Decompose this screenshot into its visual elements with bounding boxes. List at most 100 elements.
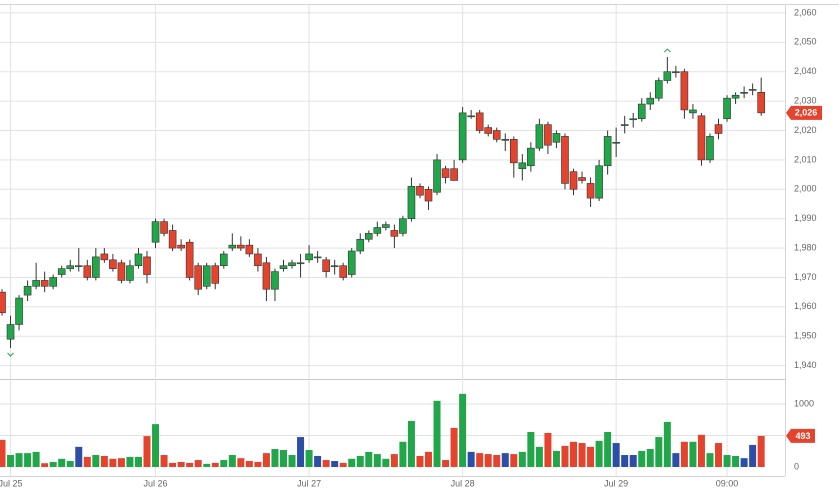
y-tick-label: 1,950 xyxy=(794,331,817,341)
volume-bar xyxy=(655,437,663,467)
volume-bar xyxy=(92,455,100,467)
y-tick-label: 1,990 xyxy=(794,213,817,223)
volume-bar xyxy=(211,462,219,467)
candle-body xyxy=(151,221,160,243)
candle-body xyxy=(373,227,382,234)
candle-body xyxy=(518,162,527,170)
x-tick-label: Jul 26 xyxy=(144,478,168,488)
candle-body xyxy=(424,188,433,202)
candle-body xyxy=(544,124,552,146)
volume-bar xyxy=(100,455,108,467)
candle-body xyxy=(535,124,544,149)
candle-body xyxy=(603,136,612,167)
y-tick-label: 2,050 xyxy=(794,37,817,47)
candle-body xyxy=(15,297,23,325)
candle-body xyxy=(527,147,535,167)
candle-body xyxy=(288,262,296,267)
volume-bar xyxy=(237,458,245,467)
volume-bar xyxy=(177,461,185,467)
volume-bar xyxy=(501,453,509,467)
candle-body xyxy=(339,265,348,278)
candle-body xyxy=(382,224,390,228)
volume-bar xyxy=(450,427,458,467)
volume-bar xyxy=(373,454,381,467)
x-tick-label: Jul 25 xyxy=(0,478,23,488)
candle-body xyxy=(49,277,57,287)
volume-bar xyxy=(527,432,535,467)
candle-body xyxy=(330,265,339,268)
y-tick-label: 2,000 xyxy=(794,184,817,194)
volume-bar xyxy=(570,441,578,467)
candle-body xyxy=(40,280,49,287)
volume-bar xyxy=(587,446,595,467)
candle-body xyxy=(23,285,32,296)
candle-body xyxy=(612,141,620,144)
y-tick-label: 2,010 xyxy=(794,154,817,164)
candle-body xyxy=(177,244,185,249)
candle-body xyxy=(475,112,484,131)
x-tick-label: Jul 28 xyxy=(451,478,475,488)
candle-body xyxy=(492,130,501,140)
y-tick-label: 2,060 xyxy=(794,7,817,17)
candle-body xyxy=(407,186,416,219)
volume-bar xyxy=(279,449,287,467)
candle-body xyxy=(723,97,731,120)
volume-bar xyxy=(715,443,723,467)
candle-body xyxy=(92,256,100,278)
volume-bar xyxy=(749,444,757,467)
volume-bar xyxy=(484,454,492,467)
volume-bar xyxy=(254,461,262,467)
y-tick-label: 1,940 xyxy=(794,360,817,370)
candle-body xyxy=(629,118,638,121)
candle-body xyxy=(680,71,689,111)
volume-bar xyxy=(595,440,603,467)
candle-body xyxy=(109,259,117,269)
candle-body xyxy=(697,115,706,161)
volume-bar xyxy=(561,445,569,467)
volume-bar xyxy=(442,460,450,467)
y-tick-label: 1,970 xyxy=(794,272,817,282)
volume-bar xyxy=(706,453,714,467)
candle-body xyxy=(748,89,757,91)
volume-bar xyxy=(134,456,142,467)
volume-bar xyxy=(646,449,654,467)
x-tick-label: 09:00 xyxy=(716,478,739,488)
volume-bar xyxy=(365,451,373,467)
volume-bar xyxy=(621,455,629,467)
candle-body xyxy=(305,253,313,261)
volume-bar xyxy=(245,461,253,467)
price-badge xyxy=(786,105,822,120)
candle-body xyxy=(586,183,595,199)
volume-bar xyxy=(544,432,552,467)
candle-body xyxy=(714,124,723,134)
volume-bar xyxy=(314,455,322,467)
volume-bar xyxy=(578,443,586,467)
volume-bar xyxy=(382,458,390,467)
volume-bar xyxy=(305,449,313,467)
candle-body xyxy=(364,233,373,240)
volume-bar xyxy=(0,439,6,467)
candle-body xyxy=(117,262,126,281)
candle-body xyxy=(663,71,672,81)
volume-bar xyxy=(467,451,475,467)
volume-bar xyxy=(604,432,612,467)
candle-body xyxy=(356,238,365,252)
volume-tick-label: 1000 xyxy=(794,398,814,408)
candle-body xyxy=(561,136,569,184)
candle-body xyxy=(689,109,697,114)
candle-body xyxy=(390,230,399,237)
candle-body xyxy=(202,265,211,287)
volume-bar xyxy=(740,458,748,467)
volume-bar xyxy=(425,451,432,467)
x-tick-label: Jul 27 xyxy=(297,478,321,488)
candle-body xyxy=(655,80,663,99)
volume-bar xyxy=(117,458,125,467)
volume-bar xyxy=(510,454,518,467)
y-tick-label: 2,040 xyxy=(794,66,817,76)
candle-body xyxy=(126,265,134,281)
candle-body xyxy=(134,253,143,267)
candle-body xyxy=(620,124,629,126)
y-tick-label: 1,960 xyxy=(794,301,817,311)
volume-bar xyxy=(109,458,117,467)
candle-body xyxy=(484,127,493,134)
